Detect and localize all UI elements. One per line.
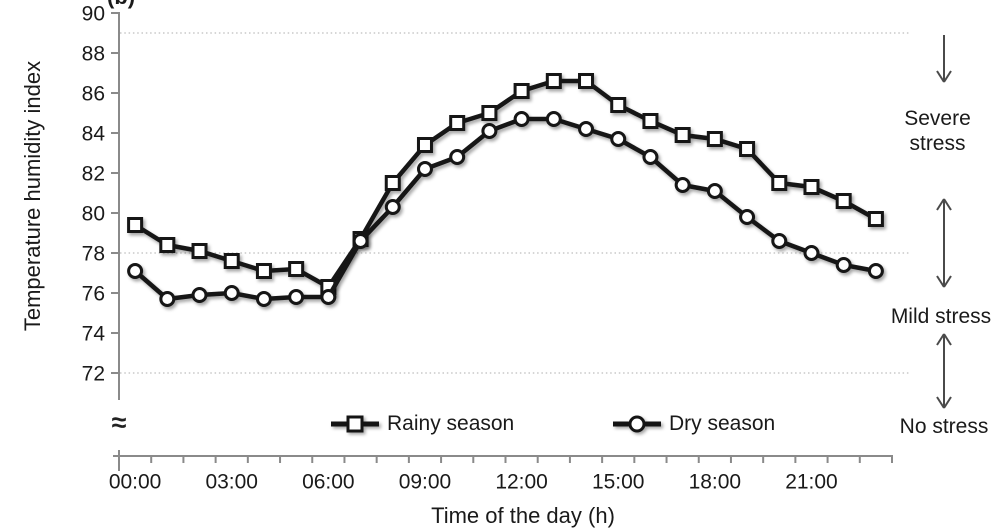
marker-circle	[481, 123, 498, 139]
marker-circle	[706, 183, 723, 199]
marker-square	[191, 243, 208, 259]
legend-item-rainy-season: Rainy season	[330, 412, 514, 436]
marker-square	[706, 131, 723, 147]
marker-square	[416, 137, 433, 153]
x-tick-label: 03:00	[205, 470, 258, 493]
marker-circle	[835, 257, 852, 273]
y-axis-break-symbol: ≈	[111, 407, 127, 438]
legend-label-dry-season: Dry season	[669, 412, 776, 435]
y-tick-label: 78	[82, 242, 105, 265]
marker-circle	[642, 149, 659, 165]
marker-circle	[578, 121, 595, 137]
marker-square	[867, 211, 884, 227]
y-tick-label: 84	[82, 122, 106, 145]
marker-square	[449, 115, 466, 131]
marker-square	[578, 73, 595, 89]
marker-circle	[771, 233, 788, 249]
no-stress-label: No stress	[899, 415, 989, 438]
marker-circle	[223, 285, 240, 301]
marker-circle	[513, 111, 530, 127]
series-dry-season	[127, 111, 884, 307]
marker-square	[159, 237, 176, 253]
marker-circle	[191, 287, 208, 303]
mild-stress-double-arrow-icon	[936, 198, 952, 288]
marker-square	[771, 175, 788, 191]
x-tick-label: 12:00	[495, 470, 548, 493]
y-tick-label: 72	[82, 362, 105, 385]
marker-square	[127, 217, 144, 233]
dry-season-marker-icon	[613, 415, 661, 433]
x-tick-label: 09:00	[399, 470, 452, 493]
marker-circle	[320, 289, 337, 305]
x-tick-label: 18:00	[689, 470, 742, 493]
severe-stress-label: Severe stress	[904, 107, 971, 155]
y-tick-label: 82	[82, 162, 105, 185]
legend-label-rainy-season: Rainy season	[387, 412, 515, 435]
marker-circle	[674, 177, 691, 193]
marker-square	[255, 263, 272, 279]
series-line	[133, 78, 877, 290]
marker-circle	[610, 131, 627, 147]
y-tick-label: 80	[82, 202, 105, 225]
mild-stress-label: Mild stress	[890, 305, 992, 328]
x-axis-title: Time of the day (h)	[431, 503, 615, 528]
y-tick-label: 90	[82, 2, 105, 25]
series-rainy-season	[127, 73, 884, 295]
marker-circle	[803, 245, 820, 261]
marker-circle	[545, 111, 562, 127]
panel-label: (b)	[107, 0, 135, 10]
marker-circle	[384, 199, 401, 215]
severe-stress-down-arrow-icon	[936, 35, 952, 83]
marker-circle	[352, 233, 369, 249]
marker-circle	[449, 149, 466, 165]
marker-square	[835, 193, 852, 209]
marker-circle	[416, 161, 433, 177]
marker-square	[481, 105, 498, 121]
no-stress-double-arrow-icon	[936, 333, 952, 409]
marker-square	[803, 179, 820, 195]
legend-item-dry-season: Dry season	[612, 412, 775, 436]
series-line	[133, 116, 877, 302]
marker-square	[739, 141, 756, 157]
marker-circle	[288, 289, 305, 305]
y-tick-label: 76	[82, 282, 105, 305]
marker-circle	[255, 291, 272, 307]
marker-square	[223, 253, 240, 269]
y-tick-label: 88	[82, 42, 105, 65]
x-tick-label: 00:00	[109, 470, 162, 493]
marker-square	[610, 97, 627, 113]
marker-circle	[159, 291, 176, 307]
y-tick-label: 86	[82, 82, 105, 105]
marker-square	[545, 73, 562, 89]
marker-circle	[867, 263, 884, 279]
marker-square	[384, 175, 401, 191]
x-tick-label: 15:00	[592, 470, 645, 493]
rainy-season-marker-icon	[331, 415, 379, 433]
marker-square	[288, 261, 305, 277]
marker-circle	[739, 209, 756, 225]
marker-square	[642, 113, 659, 129]
marker-circle	[127, 263, 144, 279]
marker-square	[513, 83, 530, 99]
x-tick-label: 21:00	[785, 470, 838, 493]
y-tick-label: 74	[82, 322, 106, 345]
marker-square	[674, 127, 691, 143]
x-tick-label: 06:00	[302, 470, 355, 493]
